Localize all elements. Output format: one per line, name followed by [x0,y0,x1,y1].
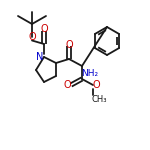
Text: O: O [28,32,36,42]
Text: O: O [65,39,73,50]
Text: O: O [64,80,71,90]
Text: NH₂: NH₂ [81,69,99,78]
Text: N: N [36,52,44,62]
Text: O: O [93,80,100,90]
Text: O: O [40,24,48,34]
Text: CH₃: CH₃ [91,94,107,103]
